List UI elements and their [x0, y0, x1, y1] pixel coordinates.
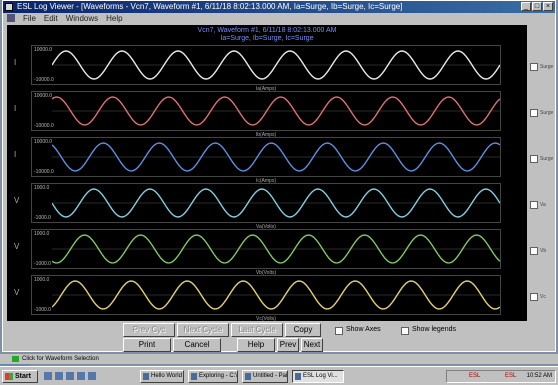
channel-label: V [14, 288, 20, 297]
close-icon[interactable]: × [543, 2, 553, 11]
channel-label: I [14, 58, 17, 67]
y-tick-max: 10000.0 [34, 47, 53, 53]
show-axes-checkbox[interactable] [335, 327, 343, 335]
channel-side-label: Va [540, 202, 546, 208]
menu-windows[interactable]: Windows [65, 14, 99, 23]
status-icon [12, 356, 19, 362]
channel-side-label: Surge [540, 156, 554, 162]
cancel-button[interactable]: Cancel [173, 338, 221, 352]
prev-button[interactable]: Prev [277, 338, 299, 352]
last-cycle-button[interactable]: Last Cycle [231, 323, 283, 337]
plot-title-line-2: Ia=Surge, Ib=Surge, Ic=Surge [220, 35, 314, 42]
y-tick-min: -10000.0 [34, 169, 54, 175]
status-bar: Click for Waveform Selection [0, 354, 558, 364]
channel-label: I [14, 104, 17, 113]
taskbar: Start Hello World Cont... Exploring - C:… [0, 366, 558, 385]
quicklaunch-mail-icon[interactable] [77, 372, 85, 380]
title-bar[interactable]: ESL Log Viewer - [Waveforms - Vcn7, Wave… [3, 1, 555, 13]
channel-label: V [14, 196, 20, 205]
waveform-panel: V 1000.0 -1000.0 Vc(Volts) [14, 275, 501, 322]
x-axis-caption: Va(Volts) [256, 224, 276, 230]
channel-side-label: Surge [540, 110, 554, 116]
quicklaunch-explorer-icon[interactable] [66, 372, 74, 380]
x-axis-caption: Ia(Amps) [255, 86, 277, 92]
waveform-plot-area[interactable]: Vcn7, Waveform #1, 6/11/18 8:02:13.000 A… [7, 25, 527, 322]
menu-help[interactable]: Help [106, 14, 123, 23]
y-tick-min: -10000.0 [34, 77, 54, 83]
minimize-icon[interactable]: _ [521, 2, 531, 11]
channel-label: V [14, 242, 20, 251]
status-text: Click for Waveform Selection [22, 356, 99, 362]
waveform-trace [52, 188, 500, 218]
print-button[interactable]: Print [123, 338, 171, 352]
system-tray: ESL ESL 10:52 AM [446, 370, 556, 383]
channel-visibility-checkbox[interactable] [530, 63, 538, 71]
show-axes-label: Show Axes [346, 326, 381, 333]
tray-esl-icon-2[interactable]: ESL [505, 373, 517, 379]
waveform-trace [52, 50, 500, 80]
channel-visibility-checkbox[interactable] [530, 109, 538, 117]
quicklaunch-desktop-icon[interactable] [44, 372, 52, 380]
channel-side-label: Surge [540, 64, 554, 70]
channel-visibility-checkbox[interactable] [530, 201, 538, 209]
app-icon[interactable] [5, 3, 13, 11]
waveform-trace [52, 142, 500, 172]
waveform-panel: I 10000.0 -10000.0 Ic(Amps) [14, 137, 501, 184]
plot-title-line-1: Vcn7, Waveform #1, 6/11/18 8:02:13.000 A… [197, 27, 337, 34]
menu-edit[interactable]: Edit [43, 14, 58, 23]
main-window: ESL Log Viewer - [Waveforms - Vcn7, Wave… [2, 0, 556, 352]
waveform-trace [52, 280, 500, 310]
waveform-panel: I 10000.0 -10000.0 Ia(Amps) [14, 45, 501, 92]
y-tick-max: 10000.0 [34, 93, 53, 99]
waveform-panel: I 10000.0 -10000.0 Ib(Amps) [14, 91, 501, 138]
y-tick-max: 10000.0 [34, 139, 53, 145]
side-tab [0, 363, 30, 367]
channel-visibility-checkbox[interactable] [530, 293, 538, 301]
show-legends-label: Show legends [412, 326, 456, 333]
y-tick-min: -10000.0 [34, 123, 54, 129]
menu-file[interactable]: File [23, 14, 36, 23]
y-tick-max: 1000.0 [34, 185, 50, 191]
window-controls: _ □ × [521, 2, 553, 11]
channel-side-label: Vb [540, 248, 547, 254]
channel-visibility-checkbox[interactable] [530, 247, 538, 255]
window-title: ESL Log Viewer - [Waveforms - Vcn7, Wave… [17, 2, 403, 11]
task-paint[interactable]: Untitled - Paint [242, 370, 288, 383]
channel-visibility-checkbox[interactable] [530, 155, 538, 163]
x-axis-caption: Vc(Volts) [255, 316, 276, 322]
waveform-trace [52, 96, 500, 126]
next-cycle-button[interactable]: Next Cycle [177, 323, 229, 337]
y-tick-min: -1000.0 [34, 215, 51, 221]
quicklaunch-browser-icon[interactable] [55, 372, 63, 380]
help-button[interactable]: Help [237, 338, 275, 352]
show-legends-checkbox[interactable] [401, 327, 409, 335]
document-icon[interactable] [7, 14, 15, 22]
task-esl-log-viewer[interactable]: ESL Log Vi... [292, 370, 344, 383]
waveform-panel: V 1000.0 -1000.0 Va(Volts) [14, 183, 501, 230]
y-tick-max: 1000.0 [34, 231, 50, 237]
waveform-trace [52, 234, 500, 264]
x-axis-caption: Ic(Amps) [256, 178, 276, 184]
quicklaunch-app-icon[interactable] [88, 372, 96, 380]
channel-side-label: Vc [540, 294, 546, 300]
channel-label: I [14, 150, 17, 159]
x-axis-caption: Vb(Volts) [255, 270, 277, 276]
tray-esl-icon[interactable]: ESL [469, 373, 481, 379]
maximize-icon[interactable]: □ [532, 2, 542, 11]
start-button[interactable]: Start [2, 370, 38, 383]
clock: 10:52 AM [526, 373, 552, 379]
copy-button[interactable]: Copy [285, 323, 321, 337]
y-tick-min: -1000.0 [34, 261, 51, 267]
y-tick-min: -1000.0 [34, 307, 51, 313]
y-tick-max: 1000.0 [34, 277, 50, 283]
menu-bar: File Edit Windows Help [3, 13, 555, 24]
next-button[interactable]: Next [301, 338, 323, 352]
x-axis-caption: Ib(Amps) [255, 132, 277, 138]
plot-title: Vcn7, Waveform #1, 6/11/18 8:02:13.000 A… [7, 27, 527, 43]
task-exploring[interactable]: Exploring - C:\ [188, 370, 238, 383]
waveform-panel: V 1000.0 -1000.0 Vb(Volts) [14, 229, 501, 276]
prev-cycle-button[interactable]: Prev Cyc [123, 323, 175, 337]
task-hello-world[interactable]: Hello World Cont... [140, 370, 184, 383]
